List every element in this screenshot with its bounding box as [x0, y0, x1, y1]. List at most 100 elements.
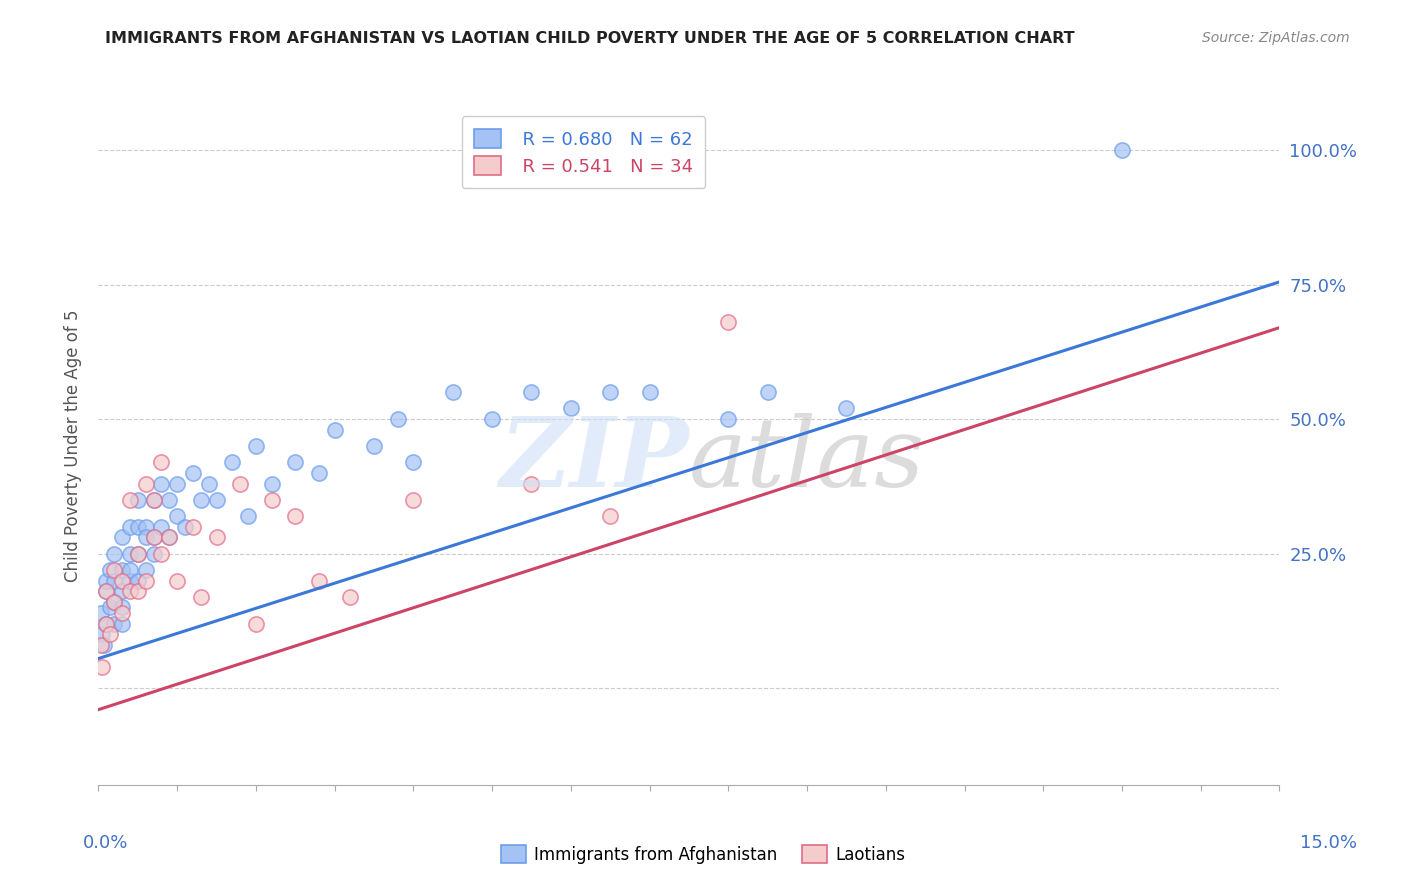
Point [142, 531, 165, 545]
Point [142, 531, 165, 545]
Point [127, 547, 149, 561]
Point [260, 476, 283, 491]
Point [91, 659, 114, 673]
Point [284, 508, 307, 523]
Point [205, 531, 228, 545]
Point [103, 574, 125, 588]
Point [111, 563, 134, 577]
Point [339, 590, 361, 604]
Legend: Immigrants from Afghanistan, Laotians: Immigrants from Afghanistan, Laotians [494, 838, 912, 871]
Legend:   R = 0.680   N = 62,   R = 0.541   N = 34: R = 0.680 N = 62, R = 0.541 N = 34 [461, 116, 706, 188]
Point [205, 492, 228, 507]
Point [150, 547, 173, 561]
Point [96, 574, 118, 588]
Point [98, 563, 121, 577]
Point [402, 492, 425, 507]
Point [181, 466, 204, 480]
Point [560, 401, 582, 416]
Point [284, 455, 307, 469]
Point [221, 455, 243, 469]
Point [756, 385, 779, 400]
Point [166, 508, 188, 523]
Point [157, 531, 180, 545]
Point [363, 439, 385, 453]
Point [387, 412, 409, 426]
Point [118, 492, 141, 507]
Point [229, 476, 252, 491]
Point [135, 531, 157, 545]
Point [260, 492, 283, 507]
Y-axis label: Child Poverty Under the Age of 5: Child Poverty Under the Age of 5 [63, 310, 82, 582]
Point [135, 563, 157, 577]
Point [90, 606, 112, 620]
Point [127, 584, 149, 599]
Point [135, 519, 157, 533]
Point [98, 627, 121, 641]
Text: 15.0%: 15.0% [1301, 834, 1357, 852]
Point [150, 455, 173, 469]
Point [127, 574, 149, 588]
Point [441, 385, 464, 400]
Point [111, 600, 134, 615]
Text: ZIP: ZIP [499, 413, 689, 507]
Text: 0.0%: 0.0% [83, 834, 128, 852]
Point [157, 531, 180, 545]
Point [103, 616, 125, 631]
Point [717, 412, 740, 426]
Text: Source: ZipAtlas.com: Source: ZipAtlas.com [1202, 31, 1350, 45]
Point [103, 595, 125, 609]
Point [103, 547, 125, 561]
Point [1111, 143, 1133, 157]
Point [96, 584, 118, 599]
Point [118, 574, 141, 588]
Point [118, 563, 141, 577]
Point [150, 476, 173, 491]
Point [98, 600, 121, 615]
Point [118, 519, 141, 533]
Point [96, 616, 118, 631]
Point [599, 508, 621, 523]
Point [111, 616, 134, 631]
Point [127, 492, 149, 507]
Point [599, 385, 621, 400]
Point [190, 590, 212, 604]
Point [481, 412, 503, 426]
Point [135, 476, 157, 491]
Point [96, 616, 118, 631]
Point [157, 492, 180, 507]
Point [308, 574, 330, 588]
Point [142, 547, 165, 561]
Point [166, 574, 188, 588]
Point [93, 638, 115, 652]
Point [190, 492, 212, 507]
Point [111, 531, 134, 545]
Point [835, 401, 858, 416]
Point [127, 547, 149, 561]
Point [245, 616, 267, 631]
Point [118, 584, 141, 599]
Point [236, 508, 259, 523]
Point [174, 519, 197, 533]
Point [197, 476, 219, 491]
Point [323, 423, 346, 437]
Point [103, 563, 125, 577]
Point [111, 584, 134, 599]
Point [118, 547, 141, 561]
Point [520, 385, 543, 400]
Point [166, 476, 188, 491]
Point [142, 492, 165, 507]
Point [308, 466, 330, 480]
Point [135, 574, 157, 588]
Point [638, 385, 661, 400]
Point [111, 606, 134, 620]
Point [181, 519, 204, 533]
Point [96, 584, 118, 599]
Point [127, 519, 149, 533]
Point [111, 574, 134, 588]
Point [150, 519, 173, 533]
Point [103, 595, 125, 609]
Point [142, 492, 165, 507]
Point [520, 476, 543, 491]
Point [91, 627, 114, 641]
Point [402, 455, 425, 469]
